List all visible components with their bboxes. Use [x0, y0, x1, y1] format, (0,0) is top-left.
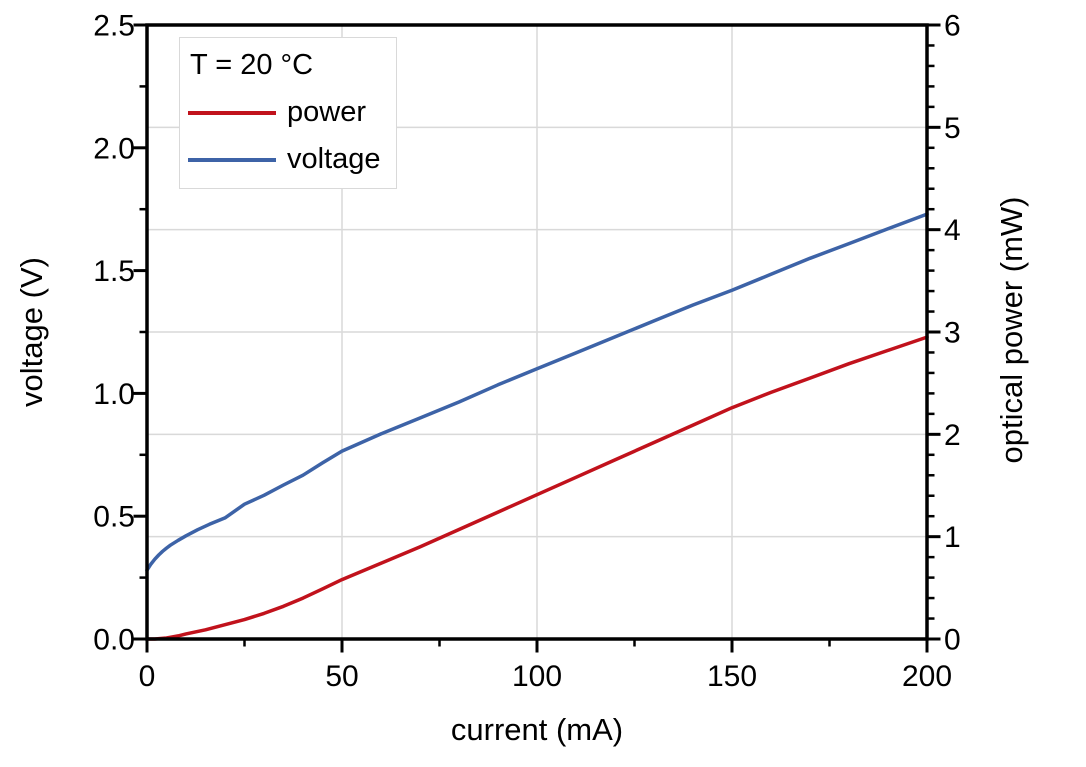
y-axis-title-left: voltage (V)	[14, 257, 49, 407]
power-line-swatch	[188, 110, 276, 115]
y-left-tick-label: 2.5	[93, 10, 135, 43]
series-layer	[145, 212, 929, 641]
axis-layer	[133, 23, 941, 653]
y-right-tick-label: 3	[944, 317, 961, 350]
legend-label-voltage: voltage	[287, 143, 381, 176]
series-line-power	[145, 335, 929, 641]
x-tick-label: 200	[902, 660, 952, 693]
legend: T = 20 °C power voltage	[179, 37, 397, 189]
y-right-tick-label: 5	[944, 112, 961, 145]
legend-entry-voltage: voltage	[188, 143, 388, 176]
x-tick-label: 50	[325, 660, 358, 693]
x-tick-label: 150	[707, 660, 757, 693]
series-line-voltage	[145, 212, 929, 572]
x-axis-title: current (mA)	[451, 712, 623, 747]
legend-entry-power: power	[188, 96, 388, 129]
x-tick-label: 0	[139, 660, 156, 693]
y-left-tick-label: 1.0	[93, 378, 135, 411]
x-tick-label: 100	[512, 660, 562, 693]
y-axis-title-right: optical power (mW)	[994, 197, 1029, 464]
y-right-tick-label: 6	[944, 10, 961, 43]
y-left-tick-label: 2.0	[93, 132, 135, 165]
voltage-line-swatch	[188, 158, 276, 163]
tick-label-layer: 0 50 100 150 200 0.0 0.5 1.0 1.5 2.0 2.5 0 1 2 3 4 5 6	[93, 10, 960, 694]
y-right-tick-label: 2	[944, 419, 961, 452]
y-right-tick-label: 1	[944, 521, 961, 554]
y-right-tick-label: 4	[944, 214, 961, 247]
y-left-tick-label: 0.0	[93, 624, 135, 657]
y-left-tick-label: 1.5	[93, 255, 135, 288]
y-left-tick-label: 0.5	[93, 501, 135, 534]
y-right-tick-label: 0	[944, 624, 961, 657]
grid-layer	[147, 25, 927, 639]
legend-label-power: power	[287, 96, 366, 129]
legend-title: T = 20 °C	[190, 48, 314, 81]
